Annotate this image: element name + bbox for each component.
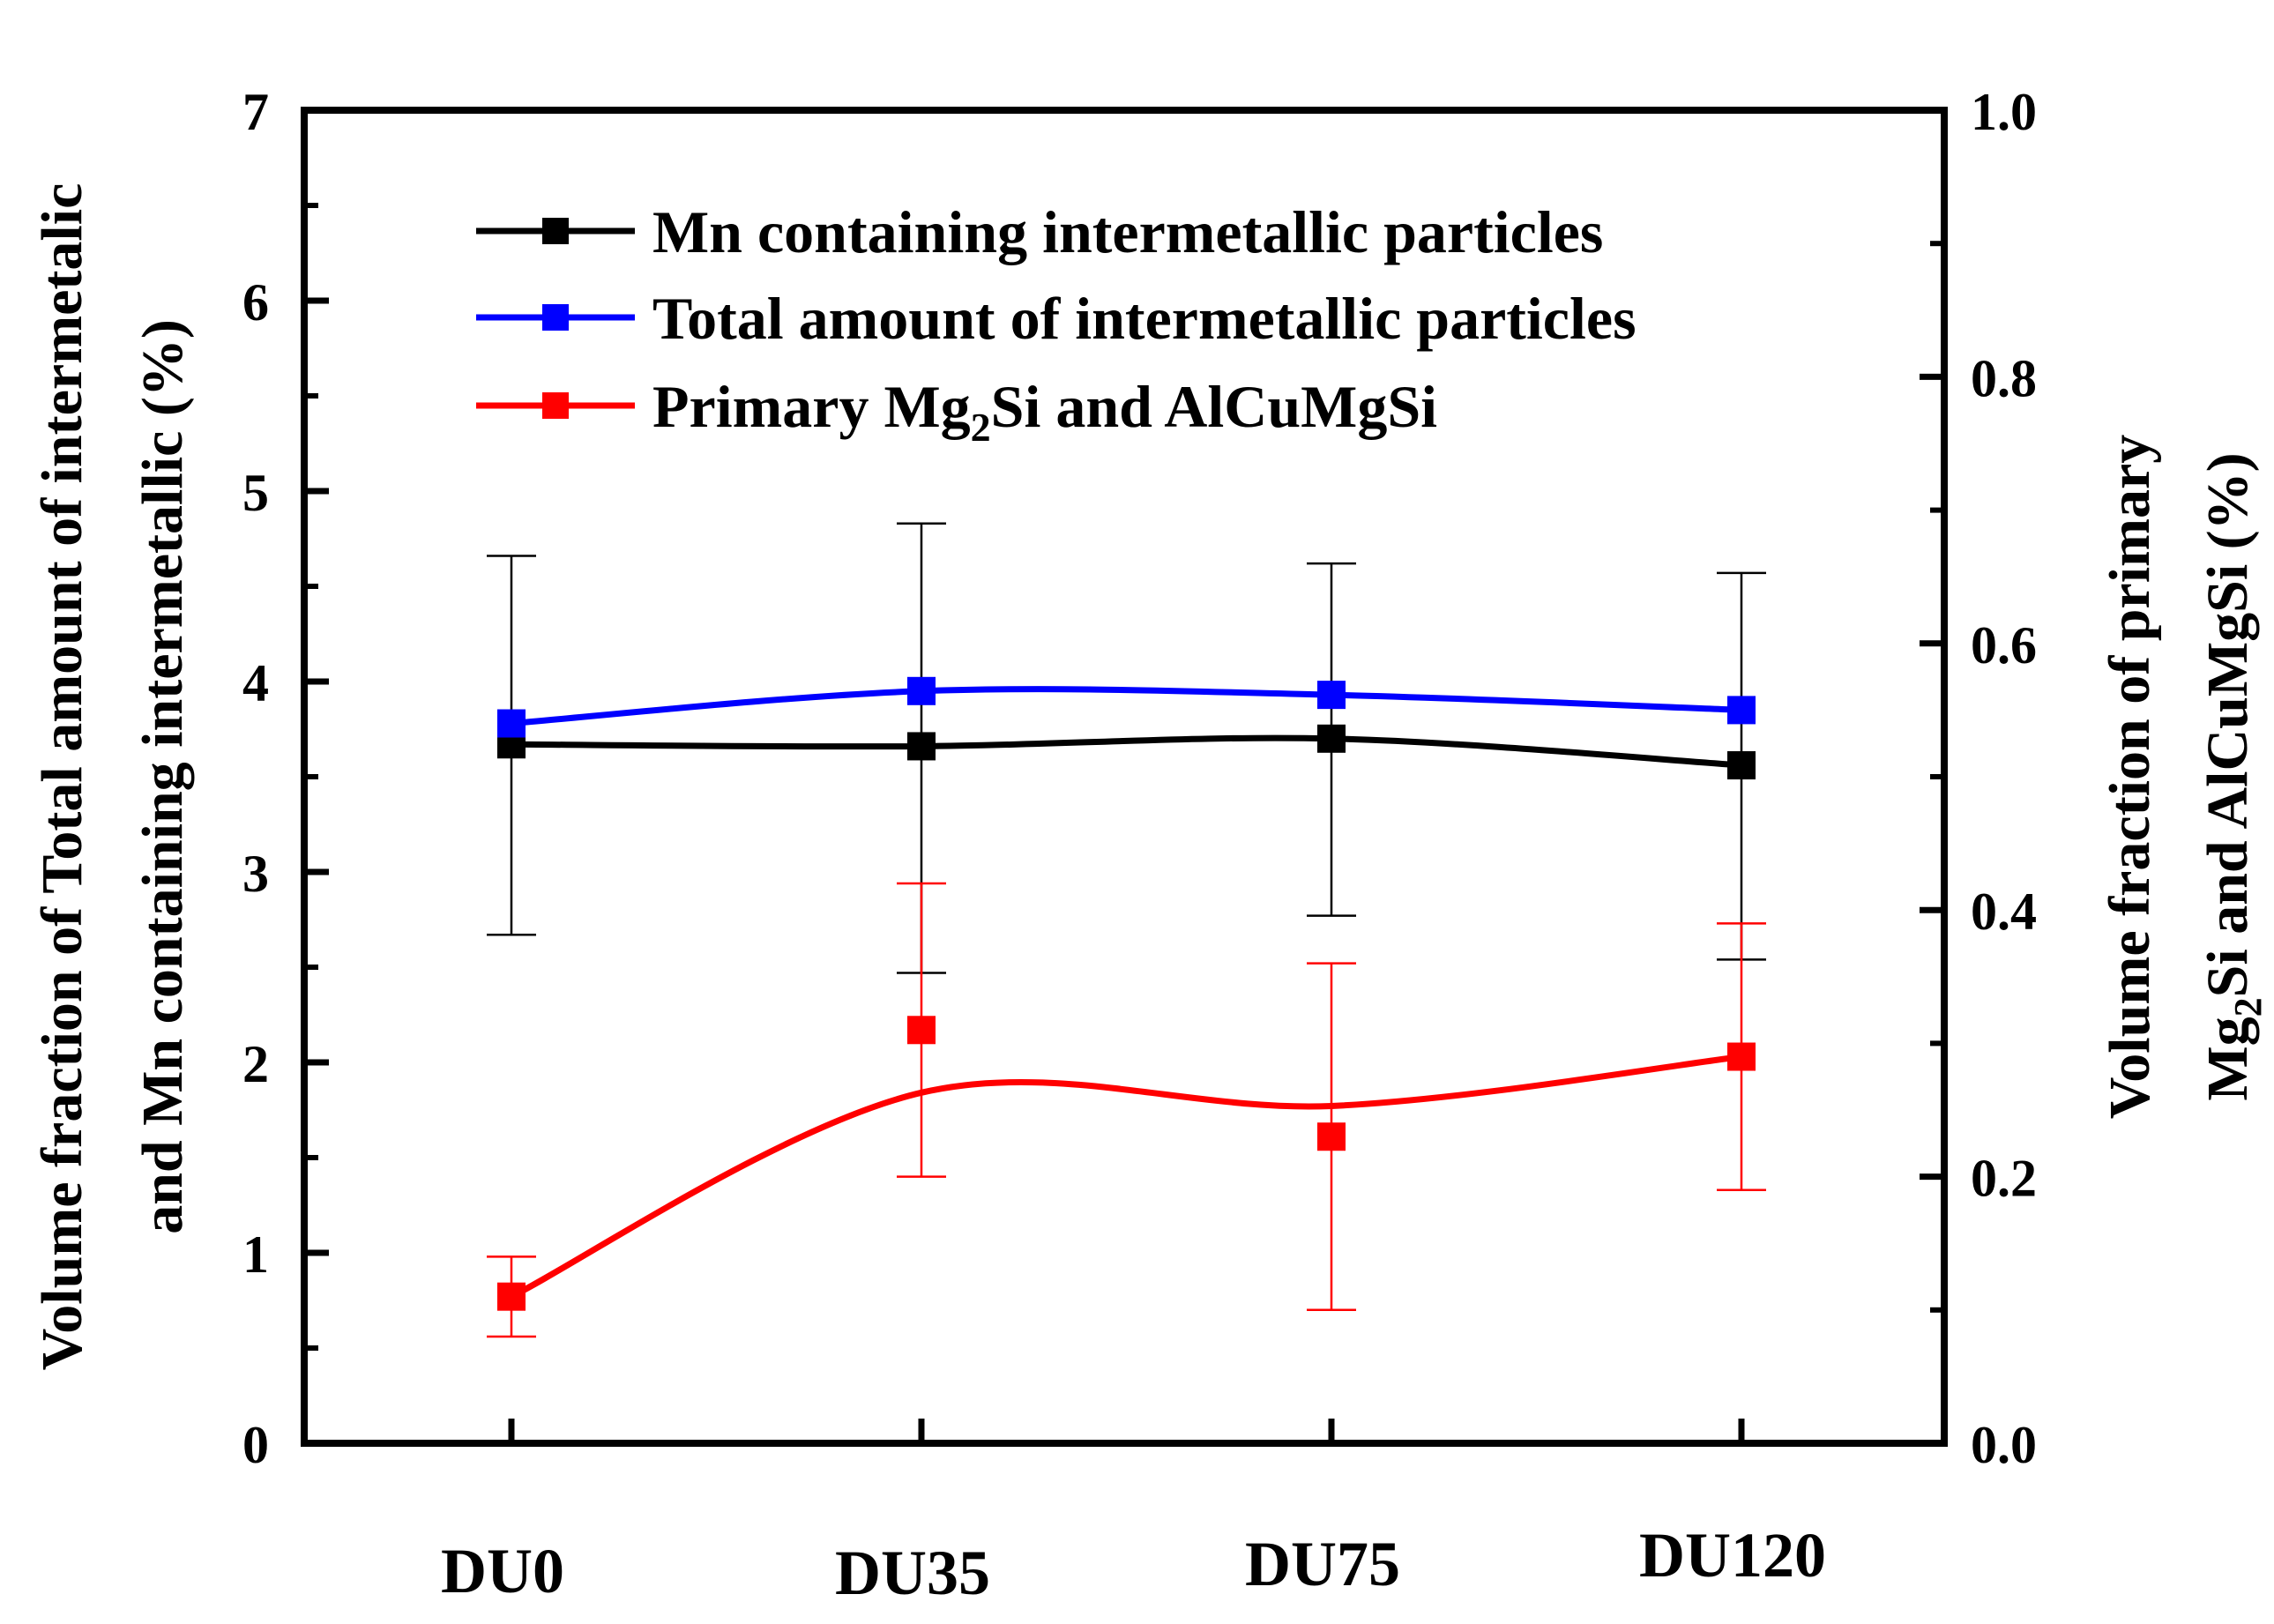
- right-tick-label: 0.0: [1971, 1416, 2037, 1474]
- left-axis-ticks: 0 1 2 3 4 5 6 7: [242, 83, 329, 1474]
- series-lines: [510, 686, 1742, 1300]
- x-axis-ticks: DU0 DU35 DU75 DU120: [441, 1419, 1826, 1608]
- legend-item-total: Total amount of intermetallic particles: [476, 285, 1637, 352]
- x-tick-label: DU75: [1245, 1529, 1400, 1599]
- legend-label-mn: Mn containing intermetallic particles: [652, 198, 1603, 265]
- series-line-primary: [510, 1054, 1742, 1300]
- data-point-mn: [907, 732, 936, 761]
- left-tick-label: 7: [242, 83, 269, 141]
- right-axis-title-line2: Mg2Si and AlCuMgSi (%): [2196, 452, 2270, 1100]
- legend-label-primary-b: Si and AlCuMgSi: [991, 373, 1437, 440]
- x-tick-label: DU120: [1639, 1520, 1826, 1590]
- data-point-mn: [1727, 751, 1756, 780]
- left-tick-label: 1: [242, 1225, 269, 1284]
- left-tick-label: 3: [242, 845, 269, 903]
- legend: Mn containing intermetallic particles To…: [476, 198, 1637, 450]
- right-axis-title-rest: Si and AlCuMgSi (%): [2196, 452, 2260, 997]
- legend-marker-mn: [542, 218, 569, 244]
- legend-label-primary: Primary Mg2Si and AlCuMgSi: [652, 373, 1437, 450]
- data-point-mn: [1317, 724, 1346, 753]
- left-axis-title-line2: and Mn containing intermetallic (%): [130, 319, 195, 1234]
- legend-label-primary-sub: 2: [971, 405, 991, 450]
- right-tick-label: 0.8: [1971, 349, 2037, 407]
- legend-marker-primary: [542, 392, 569, 419]
- legend-label-total: Total amount of intermetallic particles: [652, 285, 1637, 352]
- x-tick-label: DU0: [441, 1536, 564, 1606]
- right-axis-title-sub: 2: [2226, 997, 2270, 1017]
- series-line-mn: [511, 734, 1742, 769]
- data-point-primary: [1317, 1122, 1346, 1151]
- data-point-total: [1317, 681, 1346, 710]
- right-axis-ticks: 0.0 0.2 0.4 0.6 0.8 1.0: [1920, 83, 2037, 1474]
- error-bars: [487, 522, 1766, 1338]
- data-point-primary: [497, 1282, 526, 1311]
- right-axis-title-line1: Volume fraction of primary: [2098, 435, 2162, 1120]
- left-tick-label: 2: [242, 1035, 269, 1093]
- left-axis-title-line1: Volume fraction of Total amount of inter…: [30, 183, 94, 1371]
- left-tick-label: 4: [242, 654, 269, 712]
- right-tick-label: 0.4: [1971, 883, 2037, 941]
- data-point-total: [907, 676, 936, 705]
- right-tick-label: 0.6: [1971, 616, 2037, 674]
- x-tick-label: DU35: [835, 1538, 990, 1608]
- right-tick-label: 1.0: [1971, 83, 2037, 141]
- left-tick-label: 0: [242, 1416, 269, 1474]
- data-point-total: [497, 709, 526, 738]
- series-line-total: [511, 686, 1742, 727]
- legend-marker-total: [542, 304, 569, 331]
- data-point-primary: [907, 1016, 936, 1045]
- left-tick-label: 6: [242, 273, 269, 332]
- legend-item-mn: Mn containing intermetallic particles: [476, 198, 1603, 265]
- left-tick-label: 5: [242, 464, 269, 522]
- legend-item-primary: Primary Mg2Si and AlCuMgSi: [476, 373, 1437, 450]
- series-markers: [497, 676, 1756, 1311]
- legend-label-primary-a: Primary Mg: [652, 373, 971, 440]
- data-point-total: [1727, 696, 1756, 725]
- data-point-primary: [1727, 1042, 1756, 1071]
- right-tick-label: 0.2: [1971, 1150, 2037, 1208]
- right-axis-title-mg: Mg: [2196, 1017, 2260, 1100]
